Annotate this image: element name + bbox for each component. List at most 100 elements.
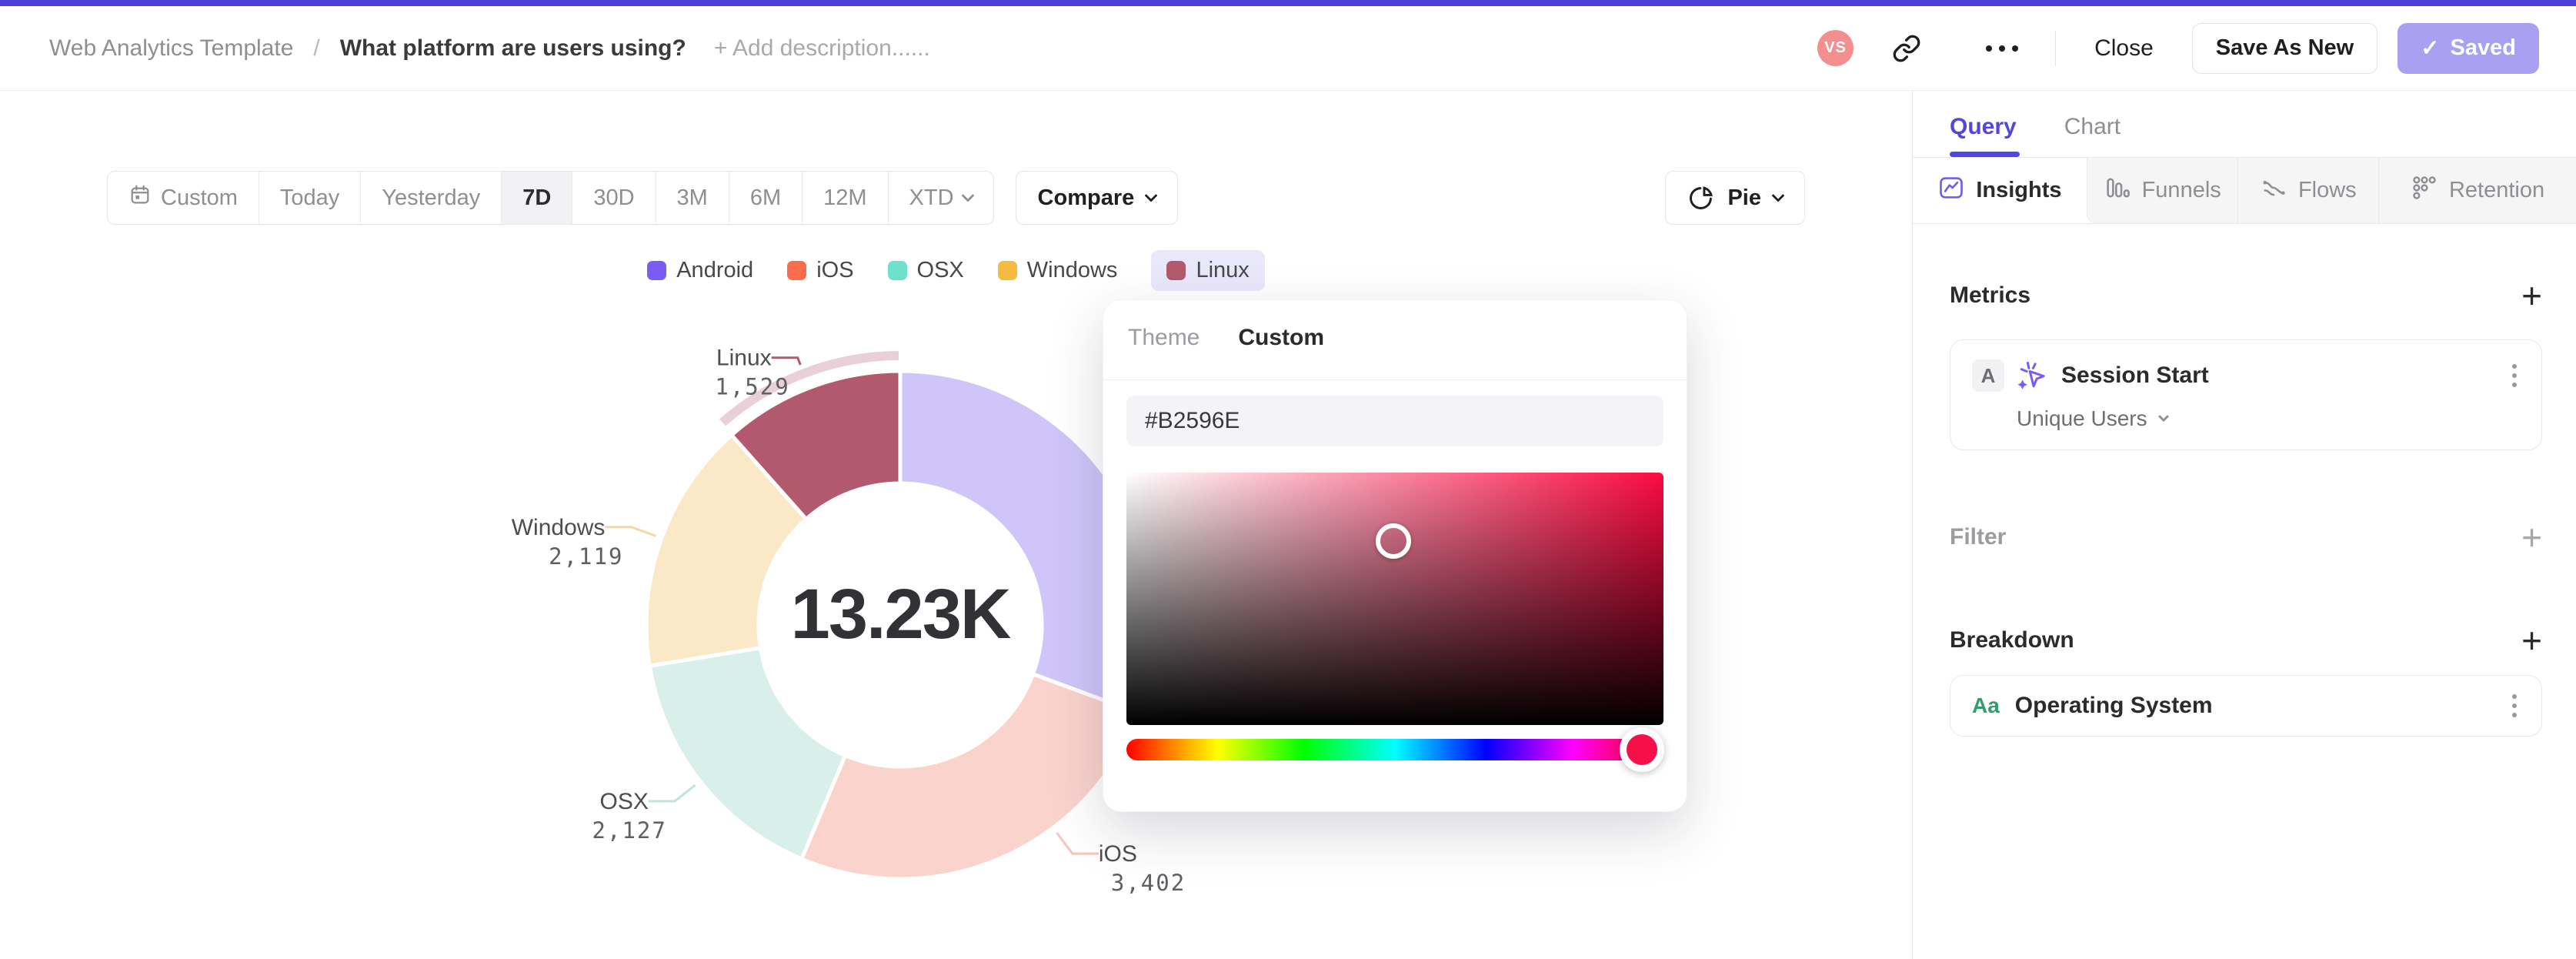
label-leader-line	[605, 526, 656, 537]
date-range-label: 3M	[676, 185, 708, 210]
flows-icon	[2260, 174, 2287, 208]
tab-flows[interactable]: Flows	[2237, 158, 2379, 223]
slice-label-name: iOS	[1099, 841, 1137, 867]
label-leader-line	[1056, 832, 1099, 855]
date-range-label: 6M	[749, 185, 782, 210]
breadcrumb-root[interactable]: Web Analytics Template	[49, 35, 294, 61]
date-range-30d[interactable]: 30D	[572, 172, 655, 224]
metric-name[interactable]: Session Start	[2061, 363, 2209, 388]
pie-slice-linux[interactable]	[729, 369, 903, 521]
metric-aggregation-dropdown[interactable]: Unique Users	[2017, 406, 2520, 431]
date-range-custom[interactable]: Custom	[108, 172, 259, 224]
donut-chart[interactable]: iOS 3,402 OSX 2,127 Windows 2,119 Linux 1,529	[0, 91, 1913, 959]
chart-type-button[interactable]: Pie	[1665, 171, 1805, 225]
date-range-label: 7D	[522, 185, 552, 210]
tab-funnels[interactable]: Funnels	[2086, 158, 2237, 223]
date-range-3m[interactable]: 3M	[655, 172, 729, 224]
pie-chart-icon	[1690, 186, 1713, 209]
tab-query[interactable]: Query	[1950, 114, 2020, 157]
date-range-today[interactable]: Today	[258, 172, 360, 224]
metric-aggregation-label: Unique Users	[2017, 406, 2147, 430]
chart-total: 13.23K	[790, 575, 1012, 653]
date-range-yesterday[interactable]: Yesterday	[360, 172, 501, 224]
breakdown-card[interactable]: Aa Operating System	[1950, 675, 2542, 737]
breakdown-menu-icon[interactable]	[2509, 691, 2520, 720]
tab-chart[interactable]: Chart	[2064, 114, 2121, 139]
pie-slice-windows[interactable]	[644, 433, 809, 668]
saved-button[interactable]: ✓ Saved	[2397, 22, 2539, 74]
metric-card[interactable]: A Session Start Unique Users	[1950, 339, 2542, 450]
retention-icon	[2411, 174, 2438, 208]
legend-item-android[interactable]: Android	[647, 258, 753, 283]
legend-swatch	[787, 261, 807, 280]
legend-item-ios[interactable]: iOS	[787, 258, 854, 283]
breadcrumb: Web Analytics Template / What platform a…	[49, 35, 930, 62]
add-metric-button[interactable]: +	[2521, 276, 2542, 316]
breakdown-property-name[interactable]: Operating System	[2014, 693, 2213, 718]
label-leader-line	[648, 784, 696, 803]
add-filter-button[interactable]: +	[2521, 517, 2542, 557]
share-link-icon[interactable]	[1892, 34, 1921, 63]
slice-label-value: 2,119	[549, 543, 623, 570]
saturation-value-area[interactable]	[1126, 473, 1663, 725]
slice-label-value: 2,127	[592, 817, 667, 844]
tab-label: Funnels	[2141, 178, 2221, 202]
add-breakdown-button[interactable]: +	[2521, 620, 2542, 660]
date-range-label: Today	[279, 185, 340, 210]
color-cursor[interactable]	[1375, 523, 1411, 559]
date-range-7d[interactable]: 7D	[501, 172, 572, 224]
selected-slice-ring	[715, 347, 902, 431]
date-range-label: XTD	[909, 185, 954, 210]
metric-menu-icon[interactable]	[2509, 361, 2520, 390]
tab-theme[interactable]: Theme	[1128, 325, 1200, 350]
close-button[interactable]: Close	[2094, 35, 2154, 61]
breakdown-heading: Breakdown	[1950, 627, 2074, 653]
add-description-button[interactable]: + Add description......	[713, 35, 930, 61]
tab-label: Flows	[2297, 178, 2357, 202]
date-range-6m[interactable]: 6M	[728, 172, 802, 224]
legend-item-osx[interactable]: OSX	[887, 258, 964, 283]
saved-label: Saved	[2450, 35, 2516, 60]
hue-slider[interactable]	[1126, 727, 1665, 772]
view-tabs: Query Chart	[1913, 91, 2576, 157]
filter-heading: Filter	[1950, 524, 2007, 550]
chart-legend: Android iOS OSX Windows Linux	[0, 250, 1912, 291]
metrics-heading: Metrics	[1950, 282, 2031, 308]
save-as-new-button[interactable]: Save As New	[2191, 22, 2378, 74]
date-range-12m[interactable]: 12M	[802, 172, 887, 224]
tab-insights[interactable]: Insights	[1913, 158, 2087, 223]
avatar[interactable]: VS	[1817, 30, 1854, 66]
date-range-label: Custom	[161, 185, 238, 210]
legend-label: Windows	[1026, 258, 1118, 282]
slice-label-value: 1,529	[715, 374, 789, 400]
breakdown-section-header: Breakdown +	[1950, 620, 2542, 660]
chart-type-label: Pie	[1727, 185, 1761, 210]
color-picker-body	[1103, 380, 1687, 772]
date-range-label: 30D	[593, 185, 635, 210]
date-range-group: Custom Today Yesterday 7D 30D 3M 6M 12M XTD	[107, 171, 994, 225]
analysis-mode-tabs: Insights Funnels Flows Retention	[1913, 157, 2576, 224]
compare-button[interactable]: Compare	[1015, 171, 1179, 225]
color-picker-tabs: Theme Custom	[1103, 300, 1687, 380]
hue-handle[interactable]	[1620, 727, 1665, 772]
page-title[interactable]: What platform are users using?	[339, 35, 686, 61]
legend-swatch	[887, 261, 907, 280]
hex-color-input[interactable]	[1126, 396, 1663, 446]
calendar-icon	[128, 183, 152, 212]
tab-retention[interactable]: Retention	[2378, 158, 2576, 223]
chart-panel: Custom Today Yesterday 7D 30D 3M 6M 12M XTD Comp…	[0, 91, 1913, 959]
more-options-icon[interactable]	[1986, 45, 2019, 52]
pie-slice-ios[interactable]	[799, 672, 1141, 881]
pie-slice-osx[interactable]	[647, 646, 848, 861]
date-range-label: Yesterday	[382, 185, 481, 210]
chevron-down-icon	[1144, 189, 1158, 202]
header: Web Analytics Template / What platform a…	[0, 6, 2576, 91]
filter-section-header: Filter +	[1950, 517, 2542, 557]
legend-item-linux[interactable]: Linux	[1151, 250, 1265, 291]
tab-custom[interactable]: Custom	[1238, 325, 1325, 350]
legend-item-windows[interactable]: Windows	[997, 258, 1118, 283]
date-range-xtd[interactable]: XTD	[887, 172, 993, 224]
chevron-down-icon	[961, 189, 975, 202]
funnels-icon	[2104, 174, 2131, 208]
property-type-icon: Aa	[1972, 693, 2000, 717]
